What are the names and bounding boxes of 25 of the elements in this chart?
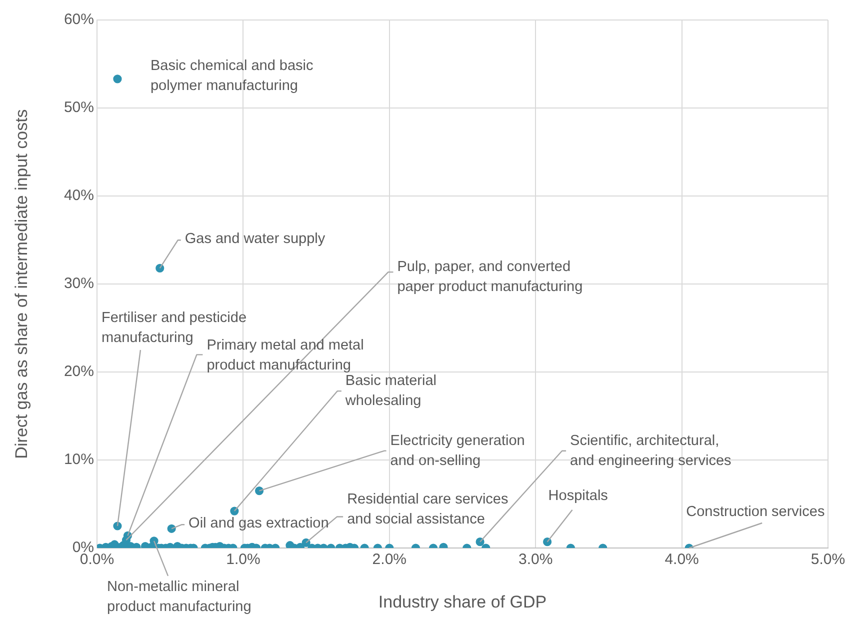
x-tick-label: 3.0% [518,551,553,568]
annotation: Basic chemical and basic polymer manufacturing [150,58,314,94]
annotation: Gas and water supply [184,231,326,248]
y-tick-label: 50% [64,99,94,116]
x-tick-label: 4.0% [664,551,699,568]
annotation: Primary metal and metal product manufacturing [206,338,364,374]
annotation: Basic material wholesaling [344,373,436,410]
annotation: Oil and gas extraction [188,516,329,532]
y-tick-label: 10% [64,451,94,468]
x-tick-label: 1.0% [226,551,260,568]
x-tick-label: 2.0% [372,551,406,568]
y-axis-title: Direct gas as share of intermediate input costs [12,109,31,459]
annotation: Hospitals [548,488,608,504]
y-tick-label: 20% [64,363,94,380]
annotation: Non-metallic mineral product manufacturing [107,578,252,615]
x-axis-title: Industry share of GDP [378,592,547,612]
y-tick-label: 30% [64,275,94,292]
annotation: Electricity generation and on-selling [390,432,525,469]
annotation: Construction services [686,504,825,520]
x-tick-label: 5.0% [810,551,846,568]
y-tick-label: 60% [64,11,94,28]
annotation: Scientific, architectural, and engineering services [570,432,732,469]
y-tick-label: 40% [64,187,94,204]
annotation: Residential care services and social assistance [347,492,508,528]
annotation: Pulp, paper, and converted paper product manufacturing [397,259,583,296]
